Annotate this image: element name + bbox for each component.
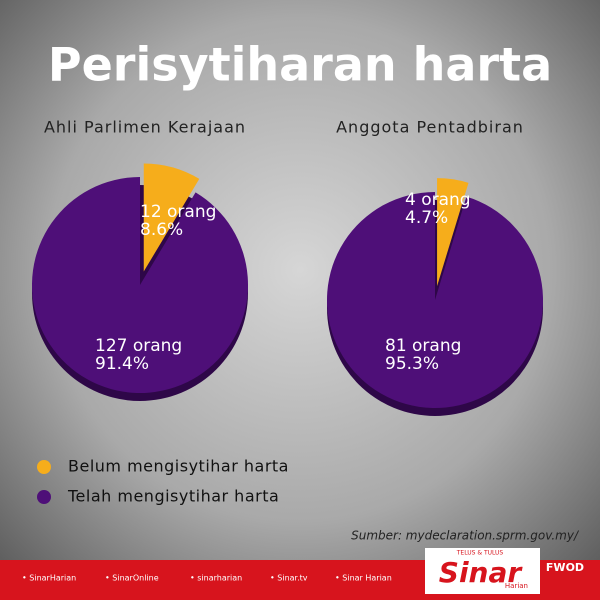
legend-label: Belum mengisytihar harta bbox=[68, 457, 289, 476]
source: Sumber: mydeclaration.sprm.gov.my/ bbox=[351, 529, 580, 543]
legend-swatch bbox=[37, 490, 51, 504]
brand: Sinar bbox=[439, 556, 524, 589]
tag: FWOD bbox=[546, 561, 584, 574]
social-link[interactable]: • Sinar Harian bbox=[335, 574, 392, 583]
count-label: 81 orang bbox=[385, 336, 461, 356]
count-label: 4 orang bbox=[405, 190, 471, 210]
chart-title: Anggota Pentadbiran bbox=[336, 118, 524, 137]
social-link[interactable]: • SinarOnline bbox=[105, 574, 159, 583]
value-label: 8.6% bbox=[140, 220, 183, 240]
pie-slice bbox=[327, 192, 544, 408]
pie-slice bbox=[143, 163, 200, 272]
value-label: 95.3% bbox=[385, 354, 439, 374]
title: Perisytiharan harta bbox=[48, 38, 552, 92]
tagline: TELUS & TULUS bbox=[456, 550, 504, 557]
chart-title: Ahli Parlimen Kerajaan bbox=[44, 118, 246, 137]
brand-box bbox=[425, 548, 540, 594]
legend-swatch bbox=[37, 460, 51, 474]
value-label: 4.7% bbox=[405, 208, 448, 228]
social-link[interactable]: • Sinar.tv bbox=[270, 574, 308, 583]
legend-label: Telah mengisytihar harta bbox=[67, 487, 279, 506]
brand-sub: Harian bbox=[505, 582, 528, 590]
value-label: 91.4% bbox=[95, 354, 149, 374]
pie-slice bbox=[32, 177, 249, 393]
count-label: 127 orang bbox=[95, 336, 182, 356]
social-link[interactable]: • SinarHarian bbox=[22, 574, 76, 583]
social-link[interactable]: • sinarharian bbox=[190, 574, 242, 583]
pie-slice bbox=[437, 178, 469, 287]
count-label: 12 orang bbox=[140, 202, 216, 222]
